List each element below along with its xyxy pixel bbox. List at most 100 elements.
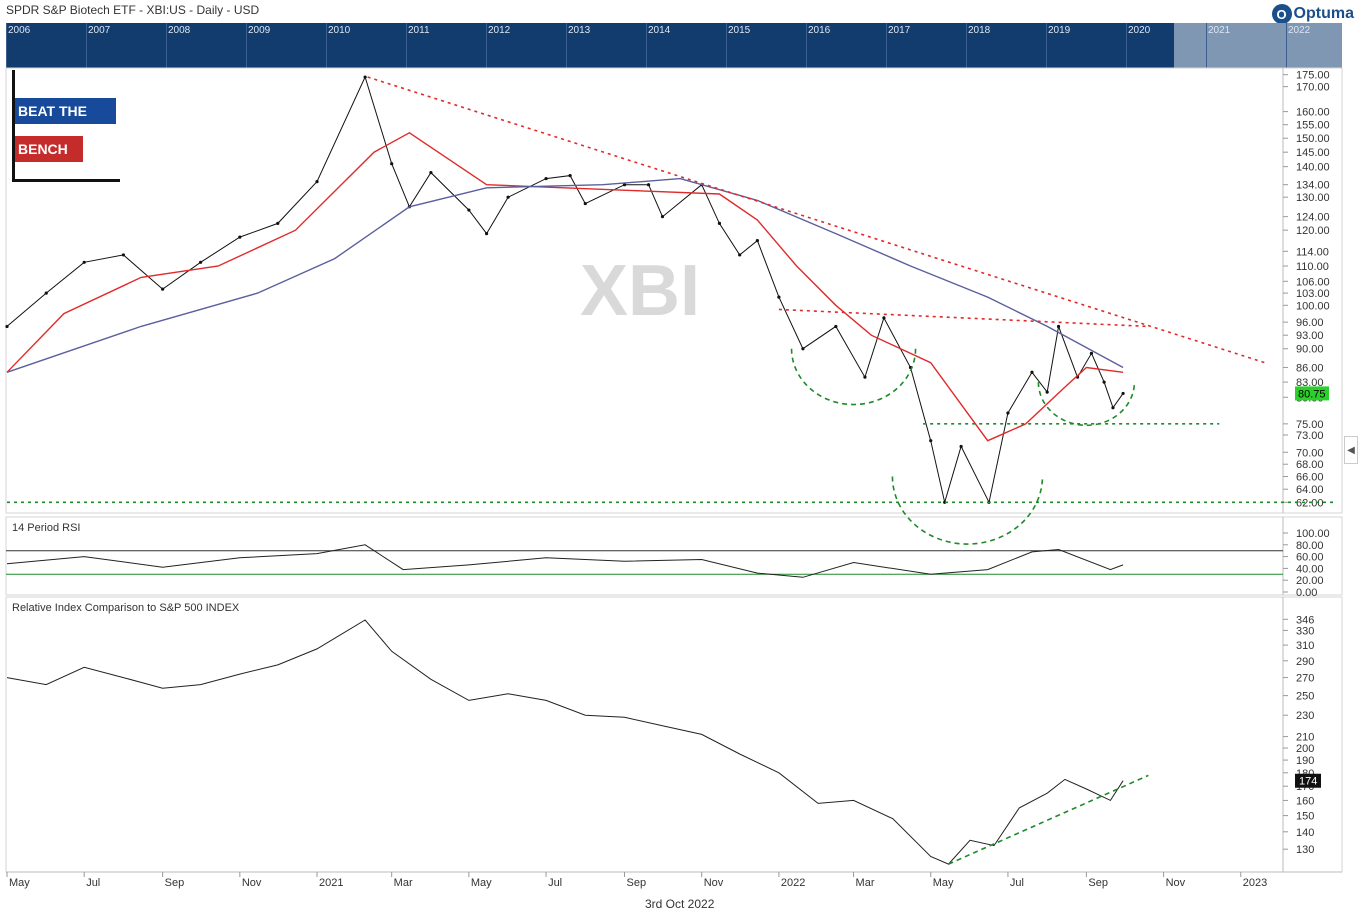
y-tick-label: 130 [1296,844,1314,856]
relative-trendline [948,774,1149,865]
price-point [161,287,165,291]
y-tick-label: 114.00 [1296,246,1329,258]
y-tick-label: 40.00 [1296,563,1324,575]
last-price-label: 80.75 [1298,388,1326,400]
y-tick-label: 60.00 [1296,552,1324,564]
x-tick-label: Sep [1088,877,1108,889]
x-tick-label: Jul [548,877,562,889]
series-rsi [6,544,1124,578]
navigator-year-label: 2020 [1128,25,1151,36]
y-tick-label: 170.00 [1296,82,1330,94]
price-point [717,221,722,225]
optuma-logo-icon: O [1271,4,1292,24]
y-tick-label: 250 [1296,691,1314,703]
navigator-year-label: 2021 [1208,25,1231,36]
price-point [755,238,759,243]
price-point [1102,380,1106,384]
navigator-year-label: 2011 [408,25,430,36]
price-point [544,176,548,181]
y-tick-label: 86.00 [1296,362,1324,374]
y-tick-label: 346 [1296,614,1314,626]
logo-frame-horizontal [12,179,120,182]
price-point [863,375,867,379]
navigator-year-tick [1206,23,1207,68]
navigator-year-label: 2017 [888,25,911,36]
y-tick-label: 66.00 [1296,472,1324,484]
y-tick-label: 70.00 [1296,447,1324,459]
navigator-year-label: 2016 [808,25,831,36]
navigator-year-tick [246,23,247,68]
x-tick-label: Nov [704,877,724,889]
y-tick-label: 80.00 [1296,540,1324,552]
navigator-year-label: 2019 [1048,25,1071,36]
navigator-year-tick [646,23,647,68]
navigator-visible-window[interactable] [1174,23,1342,68]
y-tick-label: 90.00 [1296,344,1324,356]
y-tick-label: 93.00 [1296,330,1324,342]
y-tick-label: 160 [1296,795,1314,807]
navigator-year-tick [886,23,887,68]
navigator-year-label: 2009 [248,25,271,36]
y-tick-label: 134.00 [1296,180,1330,192]
price-point [276,221,280,225]
navigator-year-label: 2012 [488,25,511,36]
x-tick-label: 2023 [1243,877,1267,889]
price-point [467,208,471,212]
y-tick-label: 73.00 [1296,430,1324,442]
navigator-year-label: 2014 [648,25,671,36]
price-point [929,439,933,443]
panel-frame-rsi [5,516,1343,596]
navigator-year-tick [406,23,407,68]
pattern-arc-left-shoulder [790,348,917,406]
price-point [1111,406,1115,410]
y-tick-label: 140.00 [1296,162,1330,174]
x-tick-label: May [471,877,492,889]
trendline-resistance [367,76,1266,364]
y-tick-label: 270 [1296,673,1314,685]
navigator-year-label: 2008 [168,25,191,36]
price-point [429,170,433,175]
y-tick-label: 100.00 [1296,300,1330,312]
price-point [646,183,651,187]
navigator-year-tick [326,23,327,68]
price-point [5,324,9,329]
price-point [1045,390,1049,394]
price-point [1006,411,1010,415]
x-tick-label: Nov [242,877,262,889]
price-point [1121,391,1125,396]
y-tick-label: 145.00 [1296,147,1330,159]
y-tick-label: 100.00 [1296,528,1330,540]
pattern-arc-right-shoulder [1037,382,1136,427]
y-tick-label: 130.00 [1296,192,1330,204]
price-point [315,180,319,184]
y-tick-label: 230 [1296,710,1314,722]
y-tick-label: 62.00 [1296,497,1324,509]
timeline-navigator[interactable]: 2006 2007 2008 2009 2010 2011 2012 2013 2014 2015… [6,23,1342,68]
navigator-year-tick [966,23,967,68]
panel-frame-relative [5,596,1343,873]
navigator-year-tick [486,23,487,68]
chart-title: SPDR S&P Biotech ETF - XBI:US - Daily - … [6,3,260,17]
x-tick-label: Jul [86,877,100,889]
x-tick-label: Mar [394,877,413,889]
y-tick-label: 106.00 [1296,276,1330,288]
y-tick-label: 140 [1296,827,1314,839]
chevron-left-icon[interactable]: ◀ [1344,436,1358,464]
y-tick-label: 110.00 [1296,261,1329,273]
navigator-year-tick [1126,23,1127,68]
trendline-resistance [778,308,1149,328]
x-tick-label: May [933,877,954,889]
navigator-year-tick [726,23,727,68]
y-tick-label: 150.00 [1296,133,1330,145]
navigator-year-label: 2006 [8,25,31,36]
navigator-year-label: 2022 [1288,25,1311,36]
price-point [583,201,587,206]
price-point [777,295,781,299]
price-point [801,347,805,351]
y-tick-label: 75.00 [1296,419,1324,431]
price-point [660,215,665,219]
last-relative-badge [1295,773,1321,788]
relative-title: Relative Index Comparison to S&P 500 IND… [12,602,240,614]
series-ma_fast [6,131,1124,442]
